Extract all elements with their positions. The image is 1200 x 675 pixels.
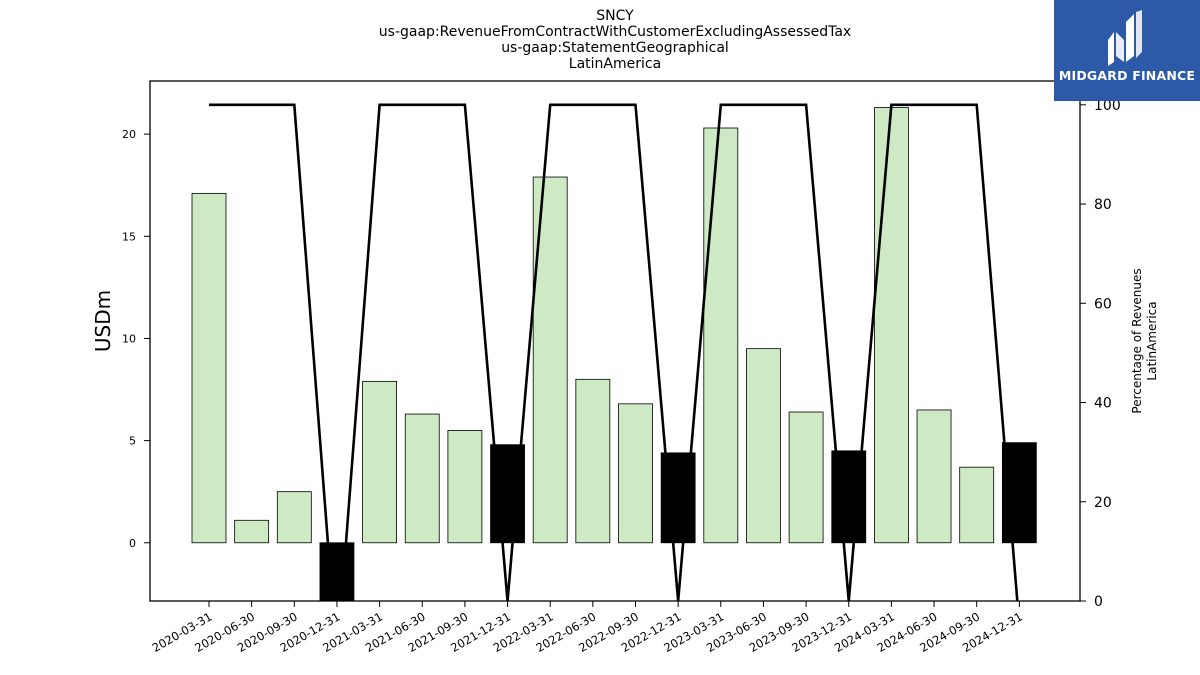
y2-tick-label-40: 40 (1094, 396, 1112, 412)
y-tick-label-20: 20 (122, 128, 136, 141)
bar-2021-06-30 (404, 413, 440, 544)
chart-title-line-3: us-gaap:StatementGeographical (501, 40, 729, 56)
plot-frame (149, 80, 1081, 602)
y2-axis-label-line-1: Percentage of Revenues (1130, 268, 1144, 413)
y2-axis-label-line-2: LatinAmerica (1145, 301, 1159, 380)
bar-2022-09-30 (618, 403, 653, 544)
bar-2024-06-30 (916, 409, 952, 544)
y2-tick-label-60: 60 (1094, 296, 1112, 312)
bar-2023-03-31 (703, 127, 739, 544)
y-tick-label-10: 10 (122, 332, 136, 345)
bar-2023-06-30 (746, 348, 781, 544)
bar-2020-03-31 (191, 192, 227, 544)
y2-tick-label-100: 100 (1094, 98, 1121, 114)
y2-tick-label-0: 0 (1094, 594, 1103, 610)
bar-2023-09-30 (788, 411, 824, 544)
bar-2020-12-31 (319, 542, 355, 601)
brand-logo: MIDGARD FINANCE (1054, 0, 1200, 101)
chart-title-line-2: us-gaap:RevenueFromContractWithCustomerE… (378, 24, 852, 40)
y2-tick-label-80: 80 (1094, 197, 1112, 213)
y-tick-label-15: 15 (122, 230, 136, 243)
brand-logo-text: MIDGARD FINANCE (1058, 68, 1196, 83)
bar-2020-06-30 (234, 519, 270, 544)
bar-2021-09-30 (447, 429, 483, 544)
y-axis-label: USDm (91, 290, 115, 352)
bar-2022-06-30 (575, 378, 611, 544)
midgard-m-logo-icon (1108, 10, 1142, 66)
y-tick-label-0: 0 (129, 537, 136, 550)
bar-2020-09-30 (276, 491, 312, 544)
bar-2024-09-30 (959, 466, 995, 544)
chart-title-line-4: LatinAmerica (568, 56, 662, 72)
y-tick-label-5: 5 (129, 435, 136, 448)
bar-2021-03-31 (362, 380, 398, 544)
percentage-line (209, 103, 1019, 601)
y2-tick-label-20: 20 (1094, 495, 1112, 511)
chart-title-line-1: SNCY (596, 8, 634, 24)
bar-2024-03-31 (874, 107, 909, 544)
